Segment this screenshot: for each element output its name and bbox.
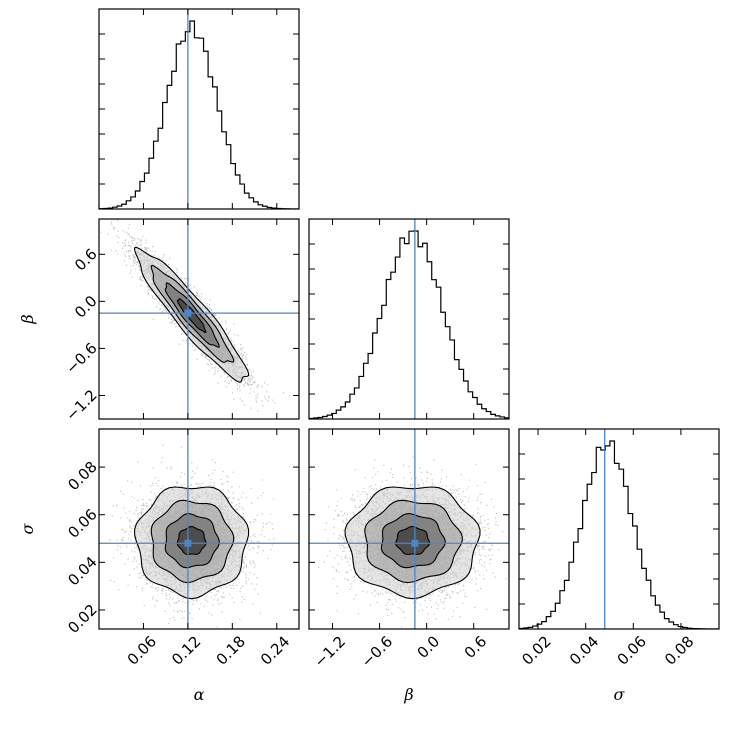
panel-frame: [98, 218, 300, 420]
x-tick-label: 0.06: [124, 632, 160, 668]
histogram-step-line: [99, 20, 299, 209]
histogram-beta: [309, 230, 509, 419]
y-tick-label: −0.6: [62, 339, 100, 377]
scatter-panel-alpha-beta: [100, 219, 284, 412]
truth-marker: [411, 539, 419, 547]
x-tick-label: 0.6: [461, 632, 491, 662]
y-axis-label: σ: [18, 522, 37, 534]
x-axis-label: β: [403, 685, 413, 704]
x-tick-label: 0.24: [257, 632, 293, 668]
x-tick-label: 0.08: [661, 632, 697, 668]
y-tick-label: −1.2: [62, 386, 100, 424]
histogram-step-line: [519, 440, 719, 629]
truth-marker: [184, 539, 192, 547]
histogram-step-line: [309, 230, 509, 419]
panel-frame: [98, 428, 300, 630]
contour-level: [176, 298, 207, 334]
x-tick-label: 0.04: [566, 632, 602, 668]
panel-frame: [308, 218, 510, 420]
x-tick-label: −1.2: [311, 632, 349, 670]
contour-level: [176, 525, 207, 556]
scatter-panel-alpha-sigma: [109, 444, 276, 628]
panel-frame: [308, 428, 510, 630]
y-tick-label: 0.08: [64, 458, 100, 494]
x-tick-label: 0.12: [168, 632, 204, 668]
y-tick-label: 0.02: [64, 601, 100, 637]
x-axis-label: α: [194, 685, 205, 704]
panel-frame: [518, 428, 720, 630]
x-tick-label: 0.0: [414, 632, 444, 662]
y-tick-label: 0.0: [71, 292, 101, 322]
truth-marker: [184, 309, 192, 317]
x-tick-label: −0.6: [358, 632, 396, 670]
y-tick-label: 0.6: [71, 245, 101, 275]
panel-frame: [98, 8, 300, 210]
y-tick-label: 0.06: [64, 505, 100, 541]
histogram-alpha: [99, 20, 299, 209]
histogram-sigma: [519, 440, 719, 629]
y-tick-label: 0.04: [64, 553, 100, 589]
x-axis-label: σ: [614, 685, 626, 704]
x-tick-label: 0.02: [518, 632, 554, 668]
y-axis-label: β: [18, 314, 37, 324]
scatter-panel-beta-sigma: [309, 456, 507, 628]
x-tick-label: 0.18: [213, 632, 249, 668]
x-tick-label: 0.06: [614, 632, 650, 668]
